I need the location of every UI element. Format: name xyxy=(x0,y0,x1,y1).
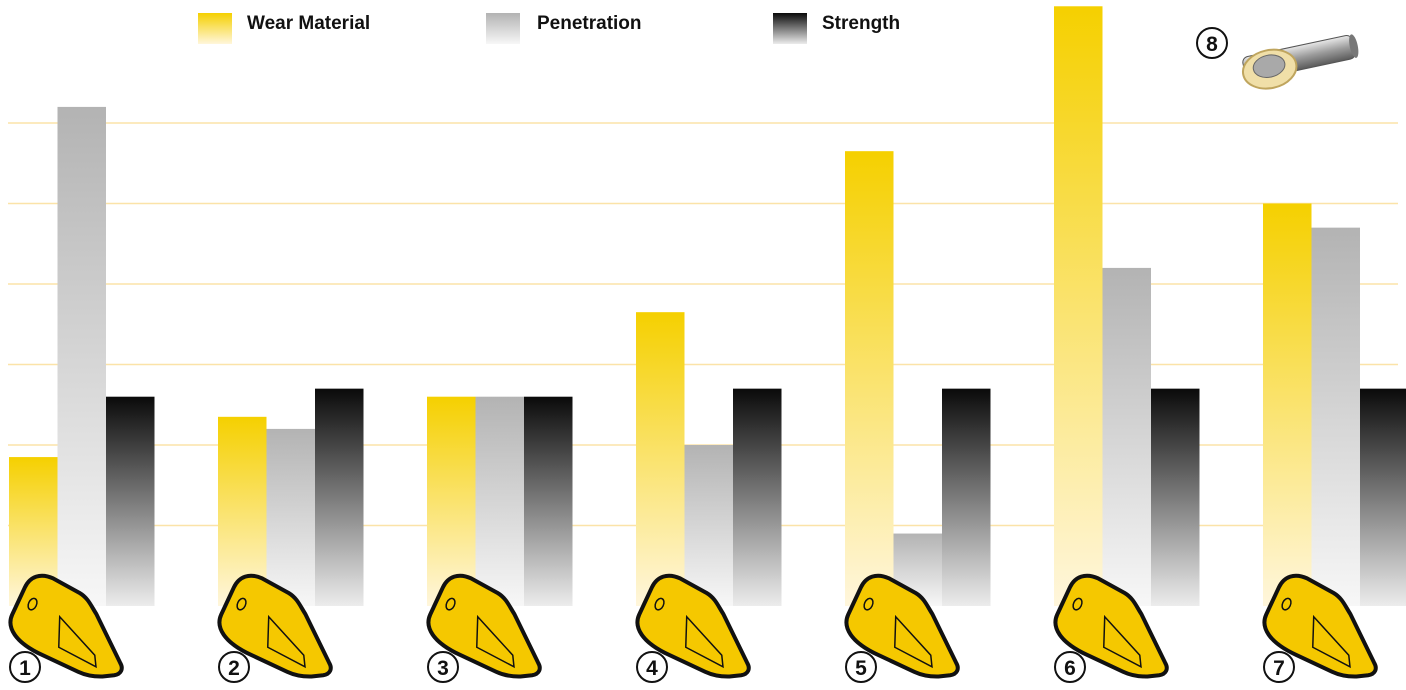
category-marker-5: 5 xyxy=(845,651,877,683)
tooth-detail-5 xyxy=(894,614,933,669)
bucket-tooth-icon-2 xyxy=(217,573,333,679)
tooth-detail-4 xyxy=(685,614,724,669)
bucket-tooth-icon-4 xyxy=(635,573,751,679)
legend-swatch-wear-material xyxy=(198,13,232,44)
legend-swatch-strength xyxy=(773,13,807,44)
legend: Wear Material Penetration Strength xyxy=(198,13,900,44)
category-marker-3: 3 xyxy=(427,651,459,683)
pin-retainer-icon xyxy=(1241,34,1359,90)
tooth-outline-1 xyxy=(8,573,124,679)
category-marker-2: 2 xyxy=(218,651,250,683)
tooth-hole-3 xyxy=(445,597,456,611)
bar-penetration-1 xyxy=(57,106,106,607)
category-label-1: 1 xyxy=(19,657,31,680)
bar-wear-material-3 xyxy=(427,396,476,606)
bar-strength-2 xyxy=(315,388,364,606)
category-label-2: 2 xyxy=(228,657,240,680)
category-marker-8: 8 xyxy=(1196,27,1228,59)
legend-item-strength: Strength xyxy=(773,13,900,44)
tooth-detail-6 xyxy=(1103,614,1142,669)
legend-label-strength: Strength xyxy=(822,13,900,34)
bar-strength-6 xyxy=(1151,388,1200,606)
bucket-tooth-icon-3 xyxy=(426,573,542,679)
tooth-hole-1 xyxy=(27,597,38,611)
marker-circle-8 xyxy=(1196,27,1228,59)
legend-swatch-penetration xyxy=(486,13,520,44)
category-label-6: 6 xyxy=(1064,657,1076,680)
tooth-outline-3 xyxy=(426,573,542,679)
legend-label-wear-material: Wear Material xyxy=(247,13,370,34)
category-marker-6: 6 xyxy=(1054,651,1086,683)
bar-penetration-3 xyxy=(475,396,524,606)
category-label-4: 4 xyxy=(646,657,658,680)
tooth-detail-3 xyxy=(476,614,515,669)
category-marker-1: 1 xyxy=(9,651,41,683)
tooth-hole-6 xyxy=(1072,597,1083,611)
marker-circle-7 xyxy=(1263,651,1295,683)
bucket-tooth-icon-6 xyxy=(1053,573,1169,679)
marker-circle-6 xyxy=(1054,651,1086,683)
category-marker-7: 7 xyxy=(1263,651,1295,683)
tooth-hole-2 xyxy=(236,597,247,611)
bucket-tooth-icon-1 xyxy=(8,573,124,679)
bar-strength-1 xyxy=(106,396,155,606)
marker-circle-3 xyxy=(427,651,459,683)
bar-wear-material-4 xyxy=(636,312,685,606)
bucket-tooth-icon-5 xyxy=(844,573,960,679)
bar-strength-4 xyxy=(733,388,782,606)
legend-item-wear-material: Wear Material xyxy=(198,13,370,44)
tooth-detail-2 xyxy=(267,614,306,669)
bar-penetration-6 xyxy=(1102,267,1151,606)
category-label-5: 5 xyxy=(855,657,867,680)
bars-layer xyxy=(9,6,1406,607)
bar-strength-7 xyxy=(1360,388,1406,606)
bar-wear-material-5 xyxy=(845,151,894,607)
tooth-outline-2 xyxy=(217,573,333,679)
tooth-outline-7 xyxy=(1262,573,1378,679)
bar-wear-material-6 xyxy=(1054,6,1103,606)
marker-label-8: 8 xyxy=(1206,33,1218,56)
category-label-7: 7 xyxy=(1273,657,1285,680)
tooth-hole-4 xyxy=(654,597,665,611)
category-label-3: 3 xyxy=(437,657,449,680)
category-marker-4: 4 xyxy=(636,651,668,683)
legend-item-penetration: Penetration xyxy=(486,13,642,44)
bar-wear-material-7 xyxy=(1263,203,1312,606)
bar-penetration-4 xyxy=(684,445,733,606)
bar-wear-material-2 xyxy=(218,416,267,606)
bucket-tooth-icon-7 xyxy=(1262,573,1378,679)
marker-circle-2 xyxy=(218,651,250,683)
marker-circle-1 xyxy=(9,651,41,683)
bar-strength-5 xyxy=(942,388,991,606)
legend-label-penetration: Penetration xyxy=(537,13,642,34)
marker-circle-4 xyxy=(636,651,668,683)
tooth-detail-7 xyxy=(1312,614,1351,669)
tooth-detail-1 xyxy=(58,614,97,669)
tooth-outline-4 xyxy=(635,573,751,679)
tooth-hole-5 xyxy=(863,597,874,611)
tooth-outline-6 xyxy=(1053,573,1169,679)
marker-circle-5 xyxy=(845,651,877,683)
category-labels-layer: 1 2 3 4 5 6 7 xyxy=(9,651,1295,683)
bar-penetration-2 xyxy=(266,428,315,606)
bar-strength-3 xyxy=(524,396,573,606)
tooth-hole-7 xyxy=(1281,597,1292,611)
bar-penetration-7 xyxy=(1311,227,1360,606)
tooth-icons-layer xyxy=(8,573,1378,679)
tooth-outline-5 xyxy=(844,573,960,679)
